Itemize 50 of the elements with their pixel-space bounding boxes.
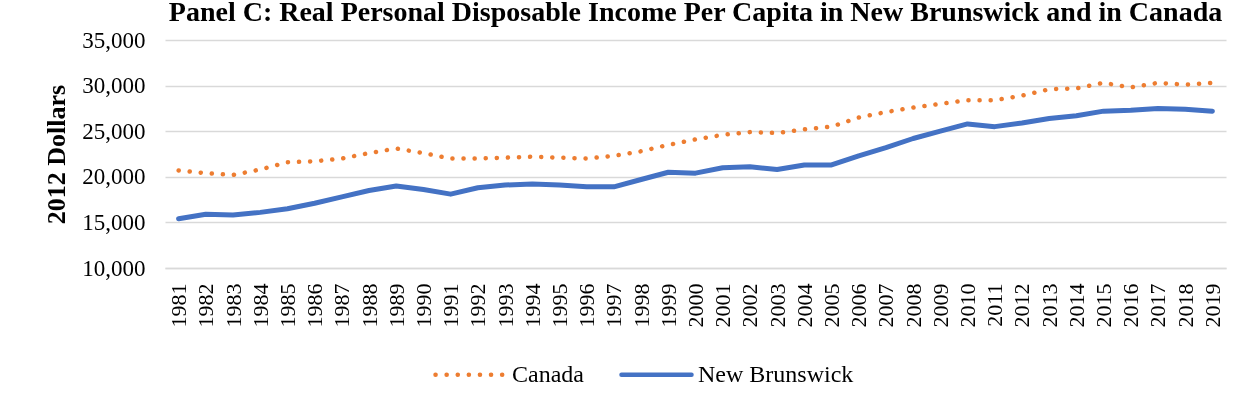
x-tick-label: 1983: [220, 283, 246, 328]
x-tick-label: 2016: [1118, 283, 1144, 328]
x-tick-label: 2018: [1172, 283, 1198, 328]
x-tick-label: 1993: [492, 283, 518, 328]
x-tick-label: 1988: [356, 283, 382, 328]
x-tick-label: 2008: [900, 283, 926, 328]
x-tick-label: 2017: [1145, 283, 1171, 328]
y-tick-label: 25,000: [82, 118, 146, 144]
x-tick-label: 1990: [410, 283, 436, 328]
x-tick-label: 1995: [546, 283, 572, 328]
y-tick-label: 10,000: [82, 255, 146, 281]
x-tick-label: 1992: [465, 283, 491, 328]
y-tick-label: 30,000: [82, 73, 146, 99]
y-tick-label: 20,000: [82, 164, 146, 190]
x-tick-label: 2003: [764, 283, 790, 328]
x-tick-label: 2009: [927, 283, 953, 328]
x-tick-label: 2001: [710, 283, 736, 328]
x-tick-label: 2019: [1199, 283, 1225, 328]
x-tick-label: 2013: [1036, 283, 1062, 328]
x-tick-label: 1999: [655, 283, 681, 328]
x-tick-label: 1987: [329, 283, 355, 328]
x-tick-label: 1997: [601, 283, 627, 328]
x-tick-label: 2010: [955, 283, 981, 328]
chart-title: Panel C: Real Personal Disposable Income Per Capita in New Brunswick and in Canada: [168, 0, 1223, 27]
x-tick-label: 2007: [873, 283, 899, 328]
x-tick-label: 1991: [438, 283, 464, 328]
x-tick-label: 1984: [247, 283, 273, 328]
y-tick-label: 35,000: [82, 27, 146, 53]
x-tick-label: 1994: [519, 283, 545, 328]
x-tick-label: 1985: [274, 283, 300, 328]
x-tick-label: 2004: [791, 283, 817, 328]
line-series: [176, 80, 1215, 178]
x-tick-label: 2005: [819, 283, 845, 328]
x-tick-label: 1982: [193, 283, 219, 328]
x-tick-label: 1998: [628, 283, 654, 328]
x-tick-label: 1981: [166, 283, 192, 328]
x-tick-label: 2015: [1091, 283, 1117, 328]
x-tick-label: 1989: [383, 283, 409, 328]
y-tick-label: 15,000: [82, 209, 146, 235]
x-tick-label: 2014: [1063, 283, 1089, 328]
legend-label: Canada: [512, 360, 585, 387]
x-tick-label: 2002: [737, 283, 763, 328]
x-tick-label: 2006: [846, 283, 872, 328]
x-tick-label: 2000: [683, 283, 708, 328]
x-tick-label: 2012: [1009, 283, 1035, 328]
y-axis-title: 2012 Dollars: [42, 84, 72, 225]
x-tick-label: 1986: [302, 283, 328, 328]
legend-label: New Brunswick: [698, 360, 854, 387]
x-tick-label: 2011: [982, 283, 1008, 327]
x-tick-label: 1996: [574, 283, 600, 328]
